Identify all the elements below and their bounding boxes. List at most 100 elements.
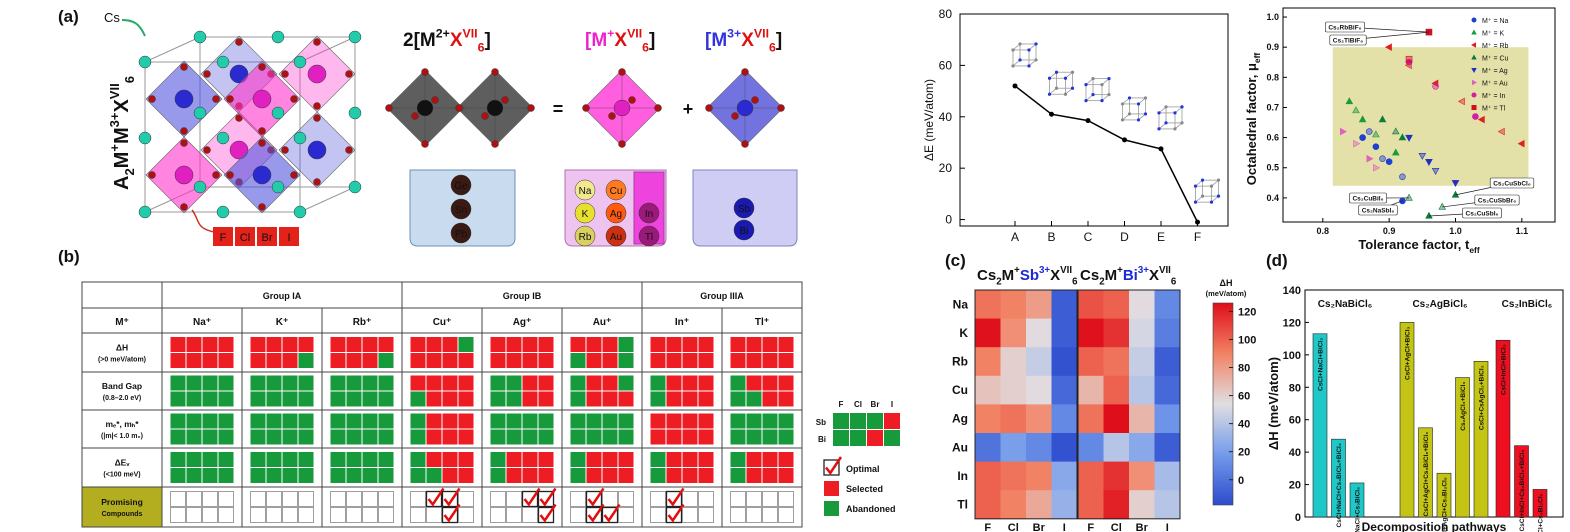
y-tick-label: 120: [1283, 317, 1301, 329]
halide-atom: [731, 112, 739, 120]
empty-box: [698, 507, 714, 523]
heat-cell: [1154, 318, 1181, 348]
screen-square: [746, 353, 762, 368]
text-part: A: [111, 176, 133, 190]
screen-square: [666, 391, 682, 407]
annotation-label: Cs₂TlBiF₆: [1333, 38, 1363, 45]
halide-atom: [455, 104, 463, 112]
legend-square: [850, 413, 866, 429]
legend-label: Abandoned: [846, 504, 896, 514]
empty-box: [346, 507, 362, 523]
cs-label: Cs: [104, 10, 120, 25]
y-tick-label: 0.4: [1266, 193, 1279, 203]
element-label: Sb: [738, 204, 751, 215]
heat-cell: [1051, 375, 1078, 405]
cation-header: Ag⁺: [513, 317, 532, 328]
text-part: 6: [642, 41, 649, 55]
cube-icon: [1158, 112, 1176, 130]
column-label: Cl: [1008, 522, 1019, 532]
criterion-label: ΔH: [116, 343, 128, 353]
column-label: Br: [1033, 522, 1046, 532]
text-part: M: [1002, 267, 1015, 284]
screen-square: [202, 375, 218, 391]
legend-label: M⁺ = Na: [1482, 18, 1509, 25]
halide-atom: [313, 102, 321, 110]
legend-square: [850, 430, 866, 446]
cs-atom: [348, 30, 362, 44]
screen-square: [698, 391, 714, 407]
legend-marker: [1471, 29, 1477, 35]
screen-square: [186, 429, 202, 445]
point: [1366, 154, 1374, 163]
x-axis-label: Decomposition pathways: [1362, 520, 1507, 532]
bar: [1331, 438, 1346, 518]
screen-square: [586, 429, 602, 445]
screen-square: [346, 337, 362, 352]
heat-cell: [1129, 290, 1155, 319]
halide-atom: [148, 95, 156, 103]
screen-square: [746, 337, 762, 352]
screen-square: [778, 375, 794, 391]
point: [1158, 146, 1164, 152]
screen-square: [746, 375, 762, 391]
screen-square: [538, 429, 554, 445]
screen-square: [778, 413, 794, 429]
cube-atom: [1100, 83, 1104, 87]
heat-cell: [1129, 375, 1155, 405]
screen-square: [442, 468, 458, 483]
screen-square: [746, 468, 762, 483]
cube-atom: [1063, 76, 1068, 80]
text-part: 3+: [1039, 265, 1050, 276]
screen-square: [282, 468, 298, 483]
legend-halide: Br: [871, 400, 880, 409]
equals-sign: =: [553, 99, 564, 119]
formula-trivalent: [M3+XVII6]: [705, 26, 782, 54]
legend-label: M⁺ = Ag: [1482, 68, 1508, 75]
text-part: 3+: [107, 112, 122, 127]
text-part: ]: [484, 30, 490, 51]
group-header: Group IA: [263, 291, 302, 301]
bar-label: CsCl+AgCl+Cs₃Bi₂Cl₉: [1442, 477, 1449, 532]
screen-square: [170, 429, 186, 445]
screen-square: [490, 413, 506, 429]
point: [1365, 128, 1373, 135]
text-part: +: [1117, 265, 1123, 276]
empty-box: [170, 491, 186, 507]
halide-atom: [741, 68, 749, 76]
halide-atom: [226, 95, 234, 103]
screen-square: [586, 391, 602, 407]
point: [1373, 163, 1381, 172]
screen-square: [570, 429, 586, 445]
screen-square: [282, 375, 298, 391]
y-tick-label: 0.5: [1266, 163, 1279, 173]
criterion-label: (|m|< 1.0 m₀): [101, 433, 143, 440]
screen-square: [250, 375, 266, 391]
screen-square: [378, 337, 394, 352]
bar: [1436, 472, 1452, 518]
screen-square: [778, 337, 794, 352]
element-atom: [450, 222, 472, 244]
bar: [1532, 489, 1548, 518]
screen-square: [650, 468, 666, 483]
element-atom: [638, 202, 660, 224]
cube-atom: [1216, 178, 1221, 182]
halide-box: [279, 227, 299, 246]
cs-atom: [271, 180, 285, 194]
empty-box: [250, 491, 266, 507]
screen-square: [762, 391, 778, 407]
point: [1195, 219, 1200, 225]
heat-cell: [975, 347, 1001, 377]
text-part: X: [1149, 267, 1159, 284]
row-label: K: [959, 326, 968, 340]
x-tick-label: F: [1194, 230, 1201, 244]
element-atom: [450, 174, 472, 196]
legend-marker: [1471, 92, 1477, 98]
optimal-box-tick: [539, 503, 557, 523]
element-label: Ag: [610, 209, 622, 220]
bar: [1312, 333, 1328, 518]
formula: A2M+M3+XVII6: [107, 76, 137, 190]
text-part: 2+: [436, 26, 450, 40]
screen-square: [538, 452, 554, 467]
heat-cell: [1000, 461, 1027, 491]
screen-square: [586, 375, 602, 391]
